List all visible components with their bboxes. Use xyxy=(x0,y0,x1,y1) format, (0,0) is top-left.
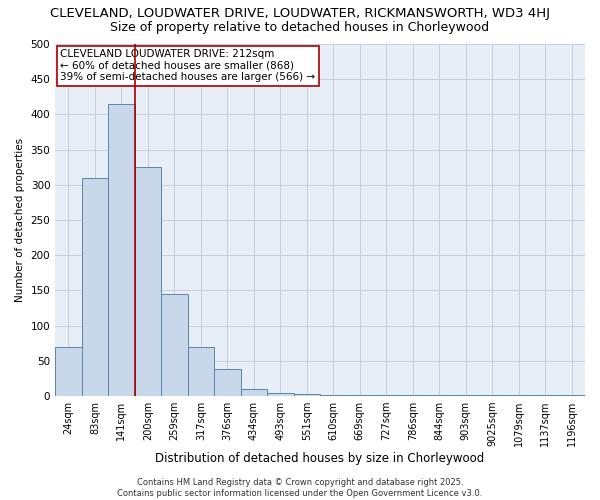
Y-axis label: Number of detached properties: Number of detached properties xyxy=(15,138,25,302)
Bar xyxy=(214,370,241,396)
Bar xyxy=(161,294,188,396)
Bar xyxy=(188,347,214,396)
Bar xyxy=(55,347,82,396)
Text: Size of property relative to detached houses in Chorleywood: Size of property relative to detached ho… xyxy=(110,21,490,34)
Text: CLEVELAND LOUDWATER DRIVE: 212sqm
← 60% of detached houses are smaller (868)
39%: CLEVELAND LOUDWATER DRIVE: 212sqm ← 60% … xyxy=(61,50,316,82)
Bar xyxy=(267,392,293,396)
Text: Contains HM Land Registry data © Crown copyright and database right 2025.
Contai: Contains HM Land Registry data © Crown c… xyxy=(118,478,482,498)
Bar xyxy=(82,178,108,396)
Bar xyxy=(320,394,347,396)
Text: CLEVELAND, LOUDWATER DRIVE, LOUDWATER, RICKMANSWORTH, WD3 4HJ: CLEVELAND, LOUDWATER DRIVE, LOUDWATER, R… xyxy=(50,8,550,20)
X-axis label: Distribution of detached houses by size in Chorleywood: Distribution of detached houses by size … xyxy=(155,452,485,465)
Bar xyxy=(293,394,320,396)
Bar xyxy=(134,167,161,396)
Bar xyxy=(241,389,267,396)
Bar xyxy=(108,104,134,396)
